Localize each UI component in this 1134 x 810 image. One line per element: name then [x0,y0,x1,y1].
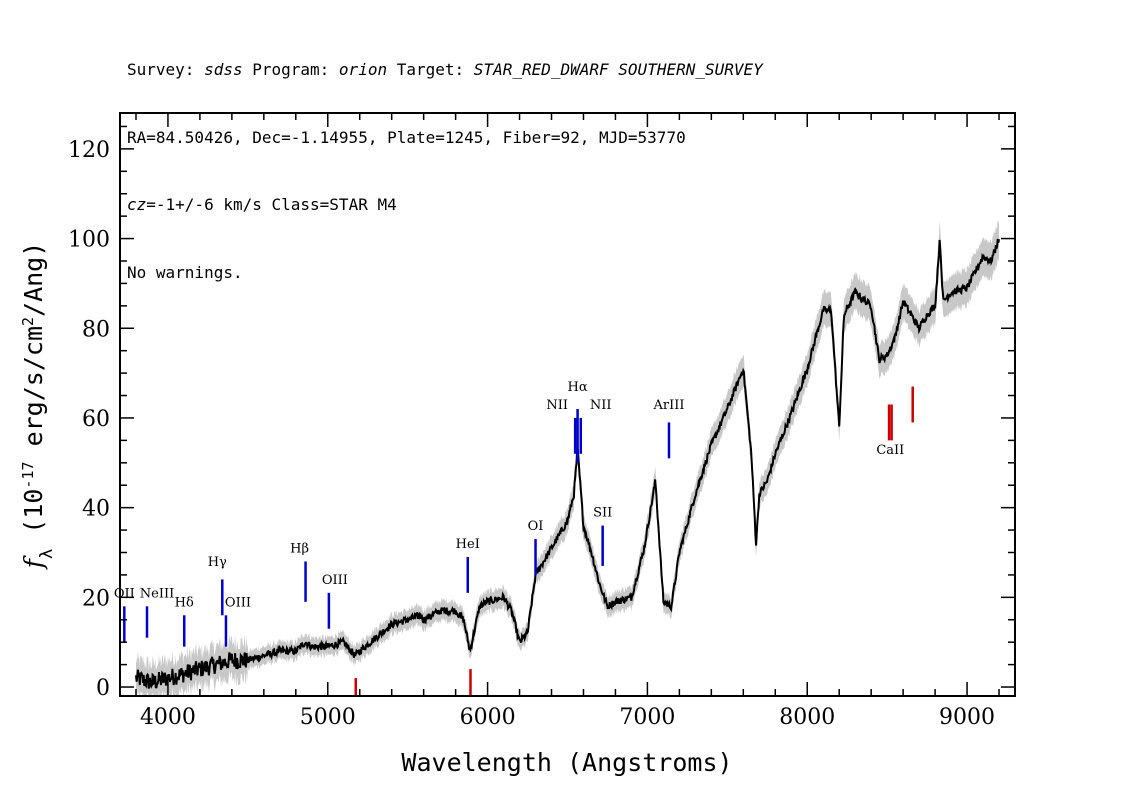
emission-line-label: Hδ [175,595,194,610]
header-line-warnings: No warnings. [127,262,243,282]
emission-line-label: OII [114,586,135,601]
y-tick-label: 80 [82,317,110,342]
header-line-redshift: cz=-1+/-6 km/s Class=STAR M4 [127,194,763,217]
x-axis-title: Wavelength (Angstroms) [401,748,732,777]
emission-line-label: NII [546,398,568,413]
y-title-part: erg/s/cm [19,326,48,461]
emission-line-label: Hα [568,380,588,395]
y-title-part: f [19,555,48,570]
y-tick-label: 40 [82,497,110,522]
y-tick-label: 100 [68,228,110,253]
plot-frame [119,112,1016,697]
survey-value: sdss [204,60,243,79]
y-title-part: 2 [19,317,37,326]
y-tick-label: 0 [96,676,110,701]
y-tick-label: 60 [82,407,110,432]
cz-value: =-1+/-6 [146,195,214,214]
target-label: Target: [387,60,474,79]
cz-unit-class: km/s Class=STAR M4 [213,195,397,214]
error-band [136,219,999,696]
x-tick-label: 4000 [140,705,196,730]
y-title-part: /Ang) [19,242,48,317]
flux-line [135,238,1000,689]
program-label: Program: [242,60,339,79]
emission-line-label: SII [593,506,612,521]
emission-line-label: NII [590,398,612,413]
y-tick-label: 20 [82,586,110,611]
emission-line-label: Hγ [208,555,227,570]
emission-line-label: HeI [456,537,480,552]
emission-line-label: ArIII [652,398,684,413]
x-tick-label: 7000 [619,705,675,730]
y-title-part: -17 [19,461,37,488]
emission-line-label: OI [528,519,544,534]
y-title-part: λ [37,549,57,559]
cz-label: cz [127,195,147,214]
target-value: STAR_RED_DWARF SOUTHERN_SURVEY [473,60,763,79]
emission-line-label: NeIII [140,586,174,601]
survey-label: Survey: [127,60,205,79]
emission-line-label: Hβ [290,541,309,556]
emission-line-label: OIII [225,595,251,610]
emission-line-label: OIII [322,573,348,588]
y-axis-title: fλ (10-17 erg/s/cm2/Ang) [19,242,57,571]
x-tick-label: 9000 [939,705,995,730]
y-tick-label: 120 [68,138,110,163]
header-line-survey: Survey: sdss Program: orion Target: STAR… [127,59,763,82]
program-value: orion [338,60,388,79]
spectrum-header: Survey: sdss Program: orion Target: STAR… [127,14,763,307]
absorption-line-label: CaII [876,443,904,458]
x-tick-label: 6000 [460,705,516,730]
y-title-part: (10 [19,489,48,549]
x-tick-label: 5000 [300,705,356,730]
header-line-coordinates: RA=84.50426, Dec=-1.14955, Plate=1245, F… [127,127,686,147]
x-tick-label: 8000 [779,705,835,730]
